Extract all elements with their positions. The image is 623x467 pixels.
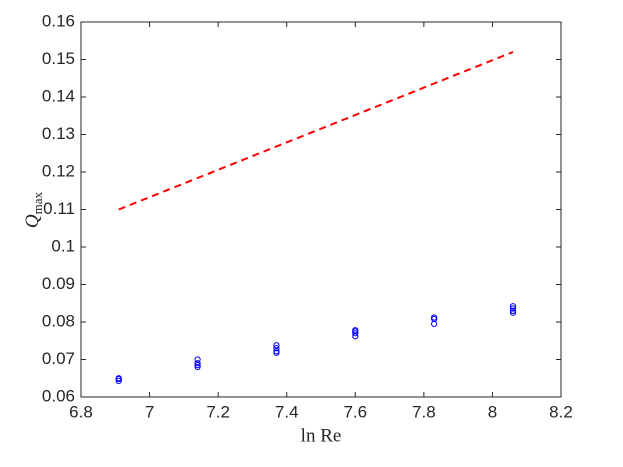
x-tick-label: 7.4 [275,402,299,421]
point [273,345,280,352]
y-tick-label: 0.09 [42,274,75,293]
y-axis-label: Qmax [22,191,45,228]
y-tick-label: 0.12 [42,161,75,180]
y-tick-label: 0.08 [42,311,75,330]
point [352,327,359,334]
x-tick-label: 8 [488,402,497,421]
point [509,303,517,310]
y-tick-label: 0.14 [42,86,75,105]
point [509,309,517,316]
point [509,305,517,312]
y-axis-label-base: Q [22,214,43,228]
plot-box [80,21,562,398]
x-tick-label: 8.2 [549,402,573,421]
point [352,330,359,337]
x-tick-label: 7.6 [343,402,367,421]
x-tick-label: 7.2 [206,402,230,421]
y-tick-label: 0.1 [51,236,75,255]
x-tick-label: 7 [145,402,154,421]
point [115,375,122,382]
dashed-line [118,51,514,211]
point [115,377,122,384]
y-tick-label: 0.11 [43,199,75,218]
point [194,363,201,371]
y-tick-label: 0.16 [42,11,75,30]
point [273,348,280,355]
point [273,342,280,349]
y-tick-label: 0.06 [42,386,75,405]
point [194,360,201,367]
point [194,356,201,363]
y-tick-label: 0.07 [42,349,75,368]
point [431,314,438,321]
x-tick-label: 7.8 [412,402,436,421]
point [509,307,517,314]
y-axis-label-sub: max [30,191,45,214]
x-tick-label: 6.8 [69,402,93,421]
x-axis-label: ln Re [301,425,342,446]
y-tick-label: 0.13 [42,124,75,143]
y-tick-label: 0.15 [42,49,75,68]
